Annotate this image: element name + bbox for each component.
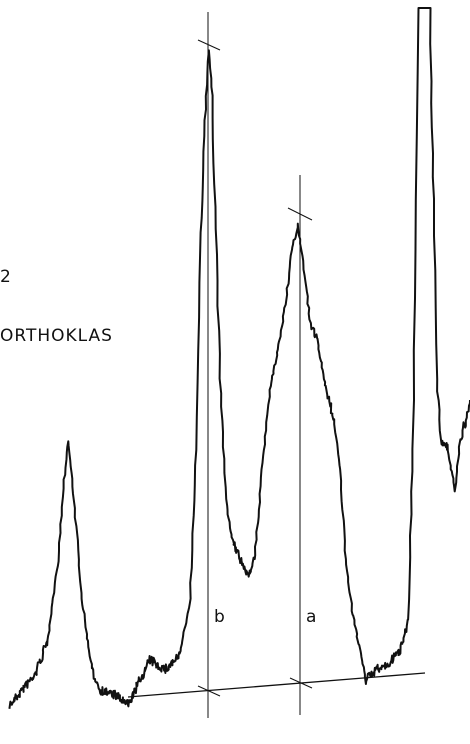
peak-tick bbox=[197, 39, 221, 51]
trace bbox=[8, 7, 470, 709]
label-number: 2 bbox=[0, 267, 12, 287]
label-b: b bbox=[214, 607, 226, 627]
base-tick bbox=[289, 677, 313, 689]
baseline bbox=[127, 672, 426, 698]
label-mineral: ORTHOKLAS bbox=[0, 326, 113, 346]
base-tick bbox=[197, 685, 221, 697]
label-a: a bbox=[306, 607, 317, 627]
peak-tick bbox=[287, 207, 313, 221]
